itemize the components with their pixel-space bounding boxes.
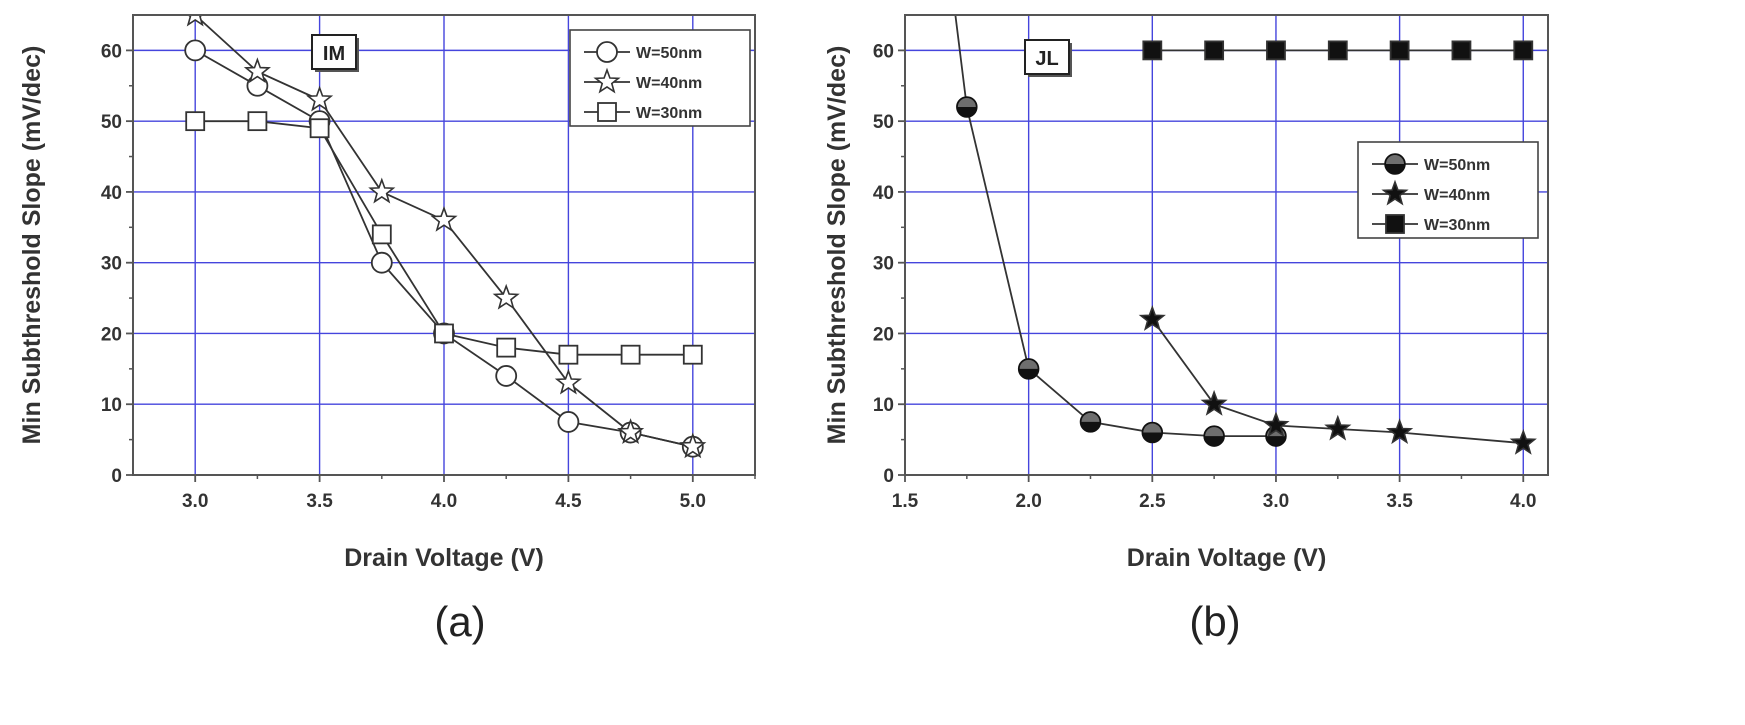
a-legend-label-2: W=30nm bbox=[636, 105, 702, 122]
a-point-1-1 bbox=[243, 57, 271, 84]
b-annotation: JL bbox=[1024, 39, 1072, 77]
a-legend: W=50nm W=40nm W=30nm bbox=[569, 29, 751, 127]
a-point-1-6 bbox=[554, 368, 583, 395]
b-point-2-1 bbox=[1204, 40, 1225, 61]
b-point-2-0 bbox=[1142, 40, 1163, 61]
b-annotation-box bbox=[1024, 39, 1070, 75]
a-point-1-0 bbox=[186, 15, 204, 27]
b-point-1-2 bbox=[1262, 411, 1290, 438]
panel-b-label: (b) bbox=[1189, 598, 1240, 645]
b-xtick-label-2: 2.5 bbox=[1139, 491, 1166, 512]
a-point-0-0 bbox=[184, 39, 207, 62]
a-legend-label-1: W=40nm bbox=[636, 75, 702, 92]
b-xtick-label-4: 3.5 bbox=[1386, 491, 1413, 512]
a-ytick-label-4: 40 bbox=[101, 183, 122, 204]
panel-a-chart: 0 10 20 30 40 50 60 3.0 3.5 4.0 4.5 5.0 Drain Voltag… bbox=[18, 14, 756, 572]
b-ytick-label-6: 60 bbox=[873, 41, 894, 62]
b-point-2-6 bbox=[1513, 40, 1534, 61]
b-legend: W=50nm W=40nm W=30nm bbox=[1357, 141, 1539, 239]
b-axes-frame bbox=[904, 14, 1549, 476]
b-ytick-label-2: 20 bbox=[873, 324, 894, 345]
a-y-axis-label: Min Subthreshold Slope (mV/dec) bbox=[18, 46, 46, 445]
b-ytick-label-4: 40 bbox=[873, 183, 894, 204]
a-point-1-3 bbox=[368, 177, 396, 204]
b-legend-label-1: W=40nm bbox=[1424, 187, 1490, 204]
a-ytick-label-2: 20 bbox=[101, 324, 122, 345]
b-point-2-5 bbox=[1451, 40, 1472, 61]
b-xtick-label-1: 2.0 bbox=[1015, 491, 1041, 512]
a-point-2-5 bbox=[496, 337, 517, 358]
b-point-1-0 bbox=[1138, 304, 1166, 331]
a-point-2-2 bbox=[309, 118, 330, 139]
b-legend-label-0: W=50nm bbox=[1424, 157, 1490, 174]
figure: 0 10 20 30 40 50 60 3.0 3.5 4.0 4.5 5.0 Drain Voltag… bbox=[18, 14, 1549, 645]
a-point-2-7 bbox=[620, 344, 641, 365]
a-ytick-label-3: 30 bbox=[101, 254, 122, 275]
b-x-axis-label: Drain Voltage (V) bbox=[1127, 544, 1327, 572]
a-point-1-8 bbox=[679, 432, 707, 459]
b-point-0-0-shade bbox=[957, 98, 976, 107]
a-ytick-label-1: 10 bbox=[101, 395, 122, 416]
a-point-2-3 bbox=[371, 224, 392, 245]
a-xtick-label-1: 3.5 bbox=[306, 491, 333, 512]
b-point-2-3 bbox=[1327, 40, 1348, 61]
a-xtick-label-2: 4.0 bbox=[431, 491, 457, 512]
b-point-1-5 bbox=[1509, 428, 1537, 455]
a-point-1-4 bbox=[430, 205, 458, 232]
a-annotation-text: IM bbox=[323, 43, 345, 65]
a-xtick-label-4: 5.0 bbox=[680, 491, 706, 512]
a-ytick-label-6: 60 bbox=[101, 41, 122, 62]
b-legend-marker-2 bbox=[1385, 214, 1405, 234]
a-point-2-0 bbox=[185, 111, 206, 132]
panel-b-chart: 0 10 20 30 40 50 60 1.5 2.0 2.5 3.0 3.5 4.0 Drain Vol… bbox=[823, 14, 1549, 572]
a-legend-marker-0 bbox=[596, 41, 618, 63]
b-point-0-4-shade bbox=[1205, 427, 1224, 437]
a-point-2-8 bbox=[682, 344, 703, 365]
b-point-1-3 bbox=[1324, 414, 1352, 441]
a-point-0-5 bbox=[495, 365, 518, 387]
a-x-axis-label: Drain Voltage (V) bbox=[344, 544, 544, 572]
b-ytick-label-0: 0 bbox=[883, 466, 894, 487]
a-point-2-6 bbox=[558, 344, 579, 365]
panel-a-label: (a) bbox=[434, 598, 485, 645]
b-ytick-label-3: 30 bbox=[873, 254, 894, 275]
a-point-2-4 bbox=[434, 323, 454, 344]
a-point-2-1 bbox=[247, 111, 268, 132]
b-point-1-4 bbox=[1385, 418, 1414, 445]
a-point-1-5 bbox=[492, 283, 520, 310]
b-series-line-1 bbox=[1151, 318, 1524, 445]
a-ytick-label-5: 50 bbox=[101, 112, 122, 133]
b-legend-marker-1 bbox=[1381, 179, 1409, 206]
a-point-1-7 bbox=[617, 418, 645, 445]
a-point-0-3 bbox=[370, 251, 393, 274]
a-annotation-box bbox=[311, 34, 357, 70]
b-ytick-label-1: 10 bbox=[873, 395, 894, 416]
a-xtick-label-0: 3.0 bbox=[182, 491, 208, 512]
b-point-0-2-shade bbox=[1081, 412, 1100, 422]
b-ytick-label-5: 50 bbox=[873, 112, 894, 133]
b-plot-area bbox=[905, 15, 1548, 475]
b-xtick-label-5: 4.0 bbox=[1510, 491, 1536, 512]
a-point-1-2 bbox=[306, 85, 334, 112]
a-point-0-6 bbox=[557, 411, 580, 433]
a-series-group bbox=[184, 15, 707, 459]
b-point-2-4 bbox=[1389, 40, 1410, 61]
b-annotation-text: JL bbox=[1035, 48, 1058, 70]
a-legend-label-0: W=50nm bbox=[636, 45, 702, 62]
a-annotation: IM bbox=[311, 34, 359, 72]
b-point-0-1-shade bbox=[1019, 359, 1038, 369]
b-legend-label-2: W=30nm bbox=[1424, 217, 1490, 234]
a-xtick-label-3: 4.5 bbox=[555, 491, 582, 512]
b-point-0-3-shade bbox=[1143, 423, 1162, 433]
b-point-1-1 bbox=[1200, 389, 1228, 416]
b-y-axis-label: Min Subthreshold Slope (mV/dec) bbox=[823, 46, 851, 445]
b-xtick-label-3: 3.0 bbox=[1263, 491, 1289, 512]
b-legend-marker-0-shade bbox=[1386, 155, 1404, 164]
b-series-group bbox=[954, 15, 1537, 455]
b-xtick-label-0: 1.5 bbox=[892, 491, 919, 512]
a-legend-marker-2 bbox=[597, 102, 617, 122]
a-legend-marker-1 bbox=[593, 67, 621, 94]
a-ytick-label-0: 0 bbox=[111, 466, 122, 487]
b-point-2-2 bbox=[1266, 40, 1286, 61]
